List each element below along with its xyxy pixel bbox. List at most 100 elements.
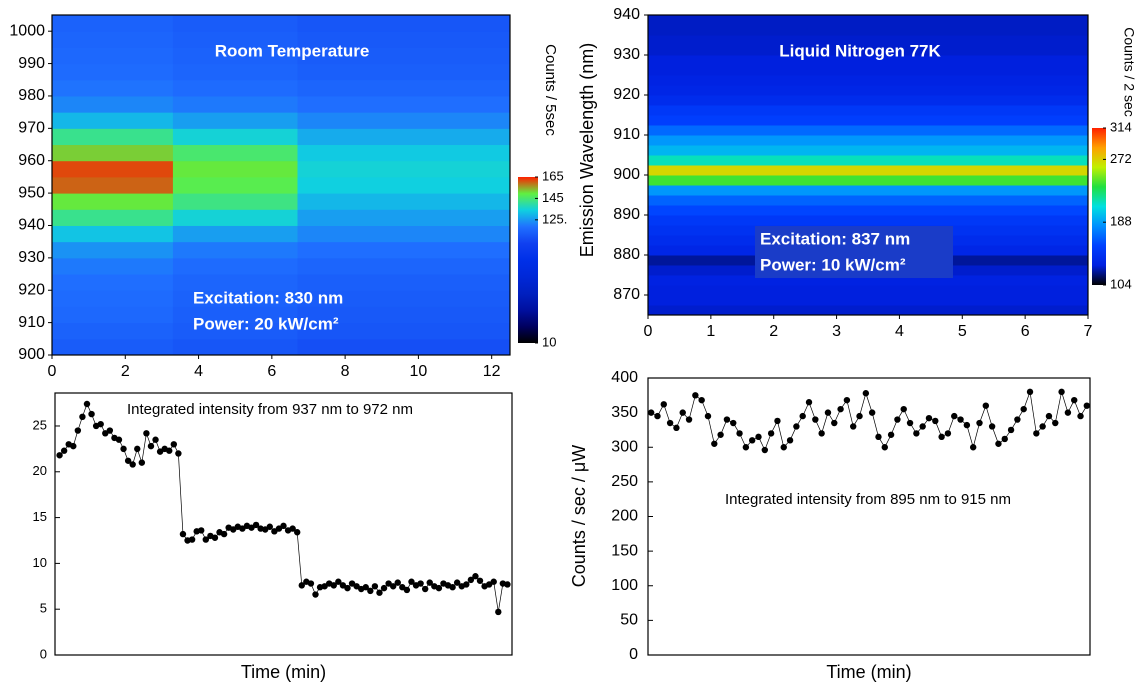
data-point	[421, 585, 429, 593]
heatmap-cell	[648, 205, 1088, 216]
data-point	[1083, 402, 1091, 409]
heatmap-cell	[52, 274, 174, 291]
data-point	[362, 584, 369, 591]
data-point	[1058, 388, 1065, 396]
x-tick-label: 0	[48, 363, 57, 380]
x-tick-label: 4	[194, 363, 203, 380]
data-point	[472, 573, 479, 580]
data-point	[742, 444, 750, 451]
data-point	[881, 444, 888, 451]
heatmap-cell	[297, 47, 510, 65]
heatmap-cell	[648, 305, 1088, 315]
heatmap-cell	[172, 176, 298, 194]
data-point	[761, 446, 769, 454]
data-point	[894, 416, 901, 423]
heatmap-cell	[648, 165, 1088, 176]
y-tick-label: 910	[613, 126, 640, 143]
y-tick-label: 960	[18, 152, 45, 169]
data-point	[944, 430, 952, 437]
data-point	[88, 410, 95, 418]
colorbar	[518, 177, 538, 343]
annotation: Power: 10 kW/cm²	[760, 255, 906, 274]
data-point	[906, 419, 914, 427]
heatmap-cell	[52, 338, 174, 355]
heatmap-cell	[172, 257, 298, 275]
data-point	[748, 437, 756, 444]
heatmap-cell	[52, 225, 174, 243]
data-point	[344, 584, 351, 592]
heatmap-cell	[172, 322, 298, 340]
heatmap-cell	[648, 95, 1088, 106]
plot-frame	[54, 392, 513, 656]
data-point	[129, 461, 136, 468]
heatmap-cell	[297, 193, 510, 210]
heatmap-cell	[52, 306, 174, 324]
data-point	[120, 445, 127, 453]
y-tick-label: 5	[40, 601, 47, 616]
heatmap-cell	[297, 144, 510, 162]
heatmap-cell	[172, 225, 298, 243]
colorbar	[1092, 128, 1106, 285]
data-point	[919, 423, 926, 430]
annotation: Excitation: 830 nm	[193, 288, 343, 307]
colorbar-label: Counts / 2 sec	[1121, 27, 1137, 117]
data-point	[408, 578, 415, 585]
y-tick-label: 1000	[9, 22, 45, 39]
data-point	[969, 444, 977, 451]
heatmap-cell	[648, 155, 1088, 166]
y-tick-label: 900	[613, 166, 640, 183]
data-point	[1026, 388, 1034, 396]
y-tick-label: 950	[18, 184, 45, 201]
x-tick-label: 2	[769, 323, 778, 340]
heatmap-cell	[297, 209, 510, 226]
data-point	[805, 399, 813, 406]
heatmap-cell	[172, 338, 298, 355]
annotation: Power: 20 kW/cm²	[193, 314, 339, 333]
data-point	[1064, 409, 1072, 416]
data-point	[685, 416, 693, 423]
data-point	[666, 419, 674, 427]
data-point	[60, 447, 68, 454]
panel: Integrated intensity from 895 nm to 915 …	[569, 369, 1091, 682]
panel-title: Room Temperature	[215, 41, 370, 60]
heatmap-cells	[52, 15, 510, 355]
y-tick-label: 20	[33, 463, 47, 478]
data-point	[476, 577, 484, 584]
y-tick-label: 400	[611, 369, 638, 386]
y-tick-label: 920	[613, 86, 640, 103]
heatmap-cell	[648, 45, 1088, 56]
y-axis-label: Counts / sec / μW	[569, 445, 589, 587]
data-point	[467, 576, 475, 584]
data-point	[134, 445, 141, 453]
data-point	[166, 447, 173, 454]
data-line	[59, 403, 508, 612]
y-tick-label: 910	[18, 314, 45, 331]
data-point	[266, 523, 273, 530]
data-point	[736, 430, 743, 437]
data-point	[932, 417, 939, 425]
heatmap-cell	[172, 47, 298, 65]
data-point	[1020, 405, 1027, 413]
heatmap-cell	[297, 241, 510, 259]
data-point	[963, 421, 971, 429]
heatmap-cell	[648, 65, 1088, 76]
data-point	[403, 586, 411, 594]
data-point	[767, 430, 775, 437]
data-point	[83, 400, 91, 408]
data-point	[1001, 435, 1008, 443]
y-tick-label: 990	[18, 55, 45, 72]
colorbar-label: Counts / 5sec	[542, 44, 559, 136]
data-point	[698, 396, 705, 404]
heatmap-cell	[52, 31, 174, 48]
heatmap-cell	[297, 63, 510, 81]
data-point	[976, 419, 983, 427]
data-point	[1039, 423, 1046, 430]
data-point	[380, 584, 388, 592]
heatmap-cell	[297, 15, 510, 32]
colorbar-tick-label: 125.	[542, 211, 567, 226]
heatmap-cell	[297, 95, 510, 113]
data-point	[793, 423, 800, 430]
data-point	[774, 417, 781, 425]
heatmap-cell	[297, 322, 510, 340]
heatmap-cell	[52, 176, 174, 194]
